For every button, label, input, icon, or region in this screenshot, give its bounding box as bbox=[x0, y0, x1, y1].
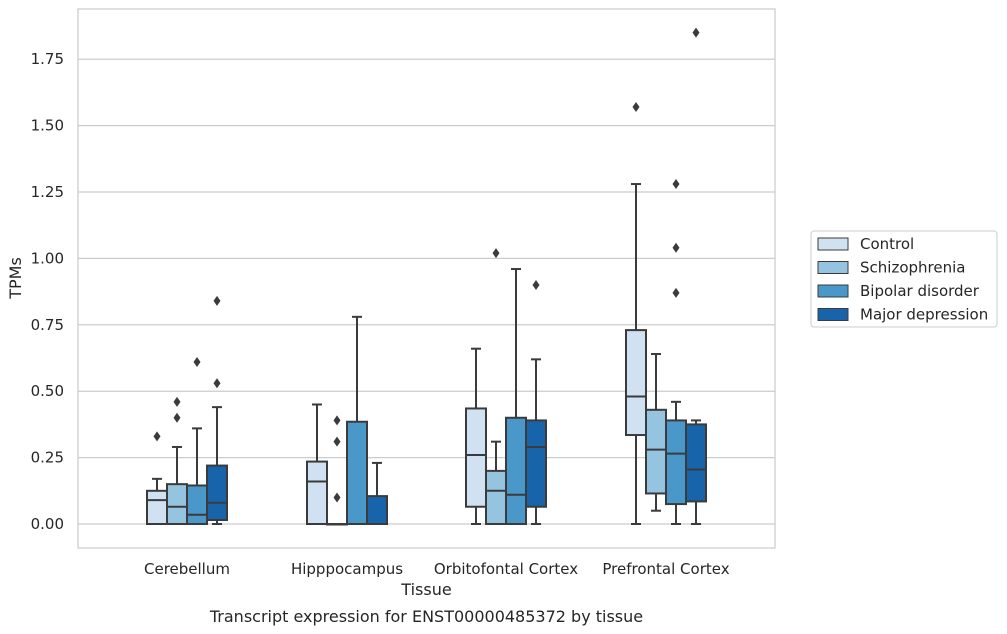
box-rect bbox=[166, 483, 188, 526]
box-rect bbox=[505, 416, 527, 526]
legend-swatch bbox=[817, 237, 849, 251]
outlier-point bbox=[672, 179, 680, 190]
box-rect bbox=[206, 464, 228, 522]
chart-caption: Transcript expression for ENST0000048537… bbox=[209, 607, 643, 626]
box-control bbox=[465, 347, 487, 525]
y-axis-ticks: 0.00 0.25 0.50 0.75 1.00 1.25 1.50 1.75 bbox=[31, 50, 64, 533]
box-rect bbox=[146, 489, 168, 525]
box-rect bbox=[665, 419, 687, 506]
box-groups bbox=[146, 27, 707, 526]
box-schizophrenia bbox=[166, 396, 188, 526]
outlier-point bbox=[672, 287, 680, 298]
x-axis-label: Tissue bbox=[400, 580, 451, 599]
x-tick-label: Orbitofontal Cortex bbox=[434, 560, 578, 578]
box-bipolar-disorder bbox=[665, 179, 687, 525]
y-tick-label: 1.00 bbox=[31, 249, 64, 267]
outlier-point bbox=[333, 436, 341, 447]
box-rect bbox=[306, 460, 328, 526]
y-tick-label: 0.50 bbox=[31, 382, 64, 400]
x-tick-label: Prefrontal Cortex bbox=[602, 560, 729, 578]
y-tick-label: 1.25 bbox=[31, 183, 64, 201]
outlier-point bbox=[153, 431, 161, 442]
legend-label: Major depression bbox=[860, 306, 988, 324]
box-rect bbox=[645, 408, 667, 495]
outlier-point bbox=[672, 242, 680, 253]
y-tick-label: 0.75 bbox=[31, 316, 64, 334]
legend-swatch bbox=[817, 308, 849, 321]
legend-swatch bbox=[817, 284, 849, 298]
box-control bbox=[306, 403, 328, 526]
y-axis-label: TPMs bbox=[6, 257, 25, 300]
box-bipolar-disorder bbox=[186, 356, 208, 526]
outlier-point bbox=[692, 27, 700, 38]
box-rect bbox=[346, 420, 368, 525]
box-bipolar-disorder bbox=[505, 268, 527, 526]
box-rect bbox=[465, 407, 487, 508]
box-bipolar-disorder bbox=[346, 315, 368, 525]
legend-label: Control bbox=[860, 235, 914, 253]
outlier-point bbox=[532, 279, 540, 290]
box-major-depression bbox=[206, 295, 228, 525]
legend: Control Schizophrenia Bipolar disorder Majo… bbox=[810, 230, 998, 328]
box-major-depression bbox=[525, 279, 547, 525]
legend-frame bbox=[810, 230, 998, 328]
outlier-point bbox=[632, 102, 640, 113]
legend-swatch bbox=[817, 261, 849, 274]
outlier-point bbox=[213, 295, 221, 306]
outlier-point bbox=[492, 248, 500, 259]
legend-label: Bipolar disorder bbox=[860, 282, 980, 300]
legend-label: Schizophrenia bbox=[860, 259, 965, 277]
box-rect bbox=[186, 484, 208, 526]
outlier-point bbox=[333, 415, 341, 426]
box-rect bbox=[625, 329, 647, 437]
box-rect bbox=[525, 419, 547, 508]
outlier-point bbox=[173, 412, 181, 423]
outlier-point bbox=[173, 396, 181, 407]
y-tick-label: 1.75 bbox=[31, 50, 64, 68]
y-tick-label: 0.25 bbox=[31, 449, 64, 467]
box-rect bbox=[366, 495, 388, 525]
plot-frame bbox=[77, 8, 776, 549]
outlier-point bbox=[213, 378, 221, 389]
box-schizophrenia bbox=[326, 415, 348, 526]
y-tick-label: 1.50 bbox=[31, 117, 64, 135]
box-schizophrenia bbox=[485, 248, 507, 526]
x-axis-ticks: Cerebellum Hipppocampus Orbitofontal Corte… bbox=[144, 560, 730, 578]
outlier-point bbox=[333, 492, 341, 503]
x-tick-label: Cerebellum bbox=[144, 560, 230, 578]
box-rect bbox=[685, 423, 707, 503]
y-tick-label: 0.00 bbox=[31, 515, 64, 533]
box-rect bbox=[485, 469, 507, 526]
x-tick-label: Hipppocampus bbox=[291, 560, 403, 578]
box-control bbox=[625, 102, 647, 525]
box-major-depression bbox=[685, 27, 707, 525]
box-major-depression bbox=[366, 461, 388, 525]
outlier-point bbox=[193, 356, 201, 367]
